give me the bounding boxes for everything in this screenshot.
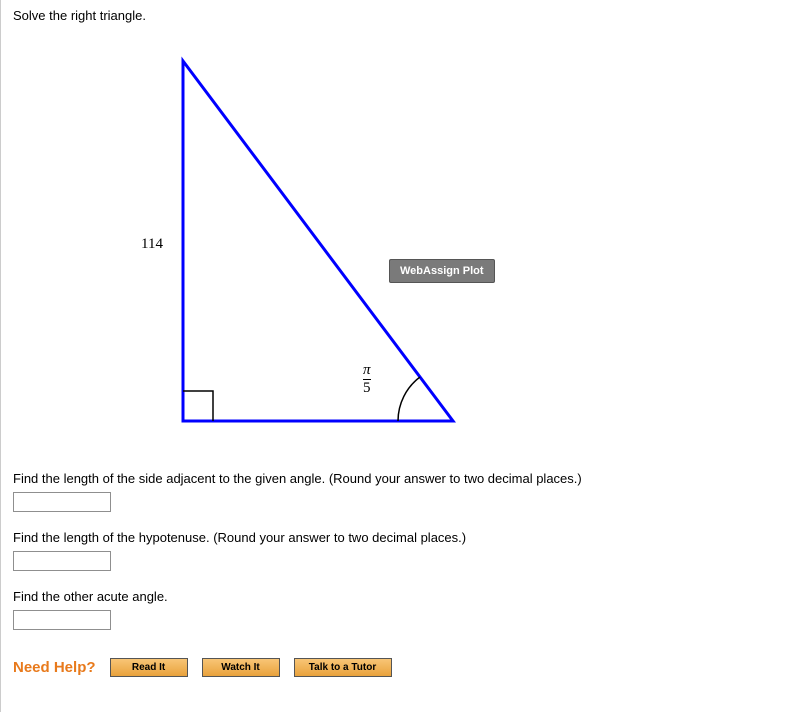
prompt-other-angle: Find the other acute angle. xyxy=(13,589,789,604)
side-length-label: 114 xyxy=(141,236,163,253)
webassign-plot-button[interactable]: WebAssign Plot xyxy=(389,259,495,283)
prompt-adjacent: Find the length of the side adjacent to … xyxy=(13,471,789,486)
triangle-svg xyxy=(13,41,533,441)
other-angle-input[interactable] xyxy=(13,610,111,630)
angle-numerator: π xyxy=(363,363,371,380)
question-container: Solve the right triangle. 114 π 5 WebAss… xyxy=(0,0,789,712)
question-title: Solve the right triangle. xyxy=(13,8,789,23)
watch-it-button[interactable]: Watch It xyxy=(202,658,280,677)
angle-fraction-label: π 5 xyxy=(363,363,371,396)
triangle-figure: 114 π 5 WebAssign Plot xyxy=(13,41,533,441)
prompt-hypotenuse: Find the length of the hypotenuse. (Roun… xyxy=(13,530,789,545)
need-help-label: Need Help? xyxy=(13,659,96,676)
adjacent-input[interactable] xyxy=(13,492,111,512)
read-it-button[interactable]: Read It xyxy=(110,658,188,677)
angle-denominator: 5 xyxy=(363,380,371,396)
need-help-row: Need Help? Read It Watch It Talk to a Tu… xyxy=(13,658,789,677)
hypotenuse-input[interactable] xyxy=(13,551,111,571)
talk-to-tutor-button[interactable]: Talk to a Tutor xyxy=(294,658,392,677)
